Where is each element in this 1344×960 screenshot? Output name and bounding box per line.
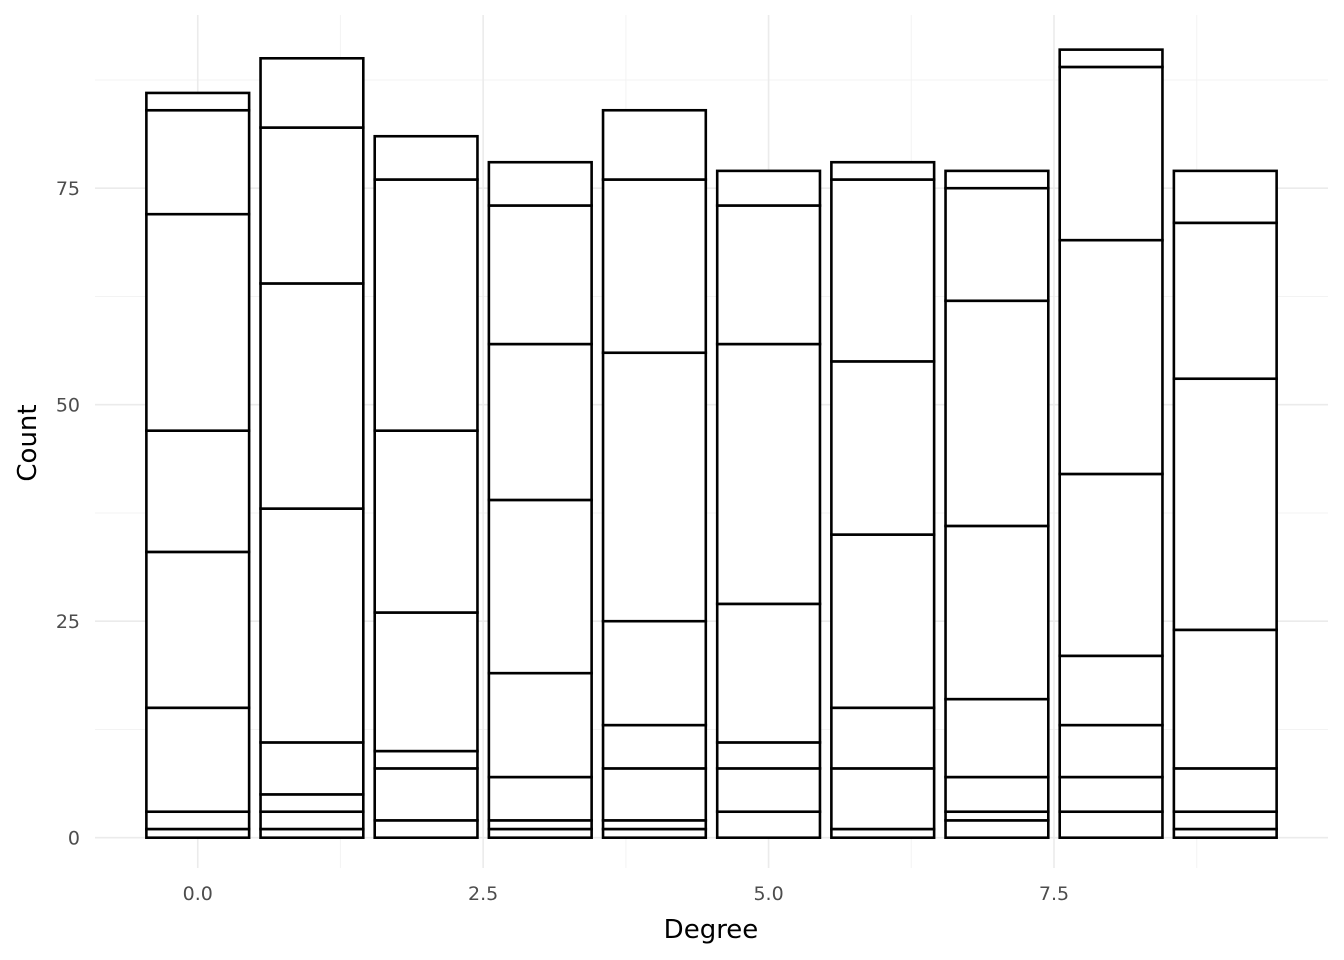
bar-segment <box>487 775 593 822</box>
bar-segment <box>715 342 822 606</box>
bar-stack <box>145 91 251 839</box>
bar-segment <box>1172 767 1278 814</box>
bar-segment <box>373 819 479 839</box>
bar-segment <box>373 767 479 822</box>
bar-segment <box>373 749 479 770</box>
bar-segment <box>145 706 251 814</box>
bar-segment <box>487 498 593 675</box>
bar-segment <box>830 360 936 536</box>
bar-stack <box>1058 48 1164 839</box>
bar-segment <box>1172 377 1278 632</box>
bar-segment <box>1058 48 1164 69</box>
bar-segment <box>830 767 936 831</box>
bar-segment <box>830 178 936 363</box>
y-tick-label: 50 <box>56 395 80 417</box>
bar-segment <box>145 212 251 432</box>
bar-stack <box>601 108 708 839</box>
bar-segment <box>487 671 593 779</box>
bar-segment <box>830 160 936 181</box>
bar-segment <box>259 741 365 796</box>
bar-segment <box>373 611 479 753</box>
bar-segment <box>259 126 365 285</box>
bar-segment <box>601 178 708 355</box>
bar-segment <box>1172 810 1278 831</box>
bar-segment <box>145 550 251 710</box>
bar-segment <box>944 819 1050 839</box>
bar-segment <box>1058 654 1164 727</box>
bar-segment <box>601 108 708 181</box>
bar-segment <box>715 204 822 346</box>
bar-segment <box>145 91 251 112</box>
bar-segment <box>830 533 936 710</box>
tick-labels: 0.0 2.5 5.0 7.5 0 25 50 75 <box>56 178 1069 905</box>
bar-segment <box>944 169 1050 190</box>
bar-segment <box>715 810 822 839</box>
y-tick-label: 25 <box>56 611 80 633</box>
bar-segment <box>1172 628 1278 770</box>
bar-segment <box>944 697 1050 779</box>
bar-segment <box>259 507 365 744</box>
bar-segment <box>601 351 708 623</box>
bar-segment <box>944 186 1050 303</box>
bar-segment <box>1058 472 1164 658</box>
bar-stack <box>259 56 365 839</box>
bars <box>145 48 1278 839</box>
x-axis-title: Degree <box>664 915 759 945</box>
bar-segment <box>259 56 365 129</box>
bar-segment <box>373 178 479 432</box>
x-tick-label: 7.5 <box>1039 883 1069 905</box>
bar-segment <box>715 169 822 207</box>
bar-stack <box>715 169 822 839</box>
bar-segment <box>145 429 251 554</box>
bar-stack <box>373 134 479 839</box>
bar-segment <box>601 619 708 727</box>
bar-segment <box>601 723 708 770</box>
bar-segment <box>1058 775 1164 814</box>
bar-segment <box>715 741 822 770</box>
bar-segment <box>601 767 708 822</box>
bar-segment <box>715 602 822 744</box>
bar-segment <box>1172 221 1278 381</box>
bar-segment <box>1058 723 1164 779</box>
bar-segment <box>715 767 822 814</box>
bar-segment <box>373 134 479 181</box>
x-tick-label: 0.0 <box>183 883 213 905</box>
bar-segment <box>259 793 365 814</box>
x-tick-label: 2.5 <box>468 883 498 905</box>
y-tick-label: 75 <box>56 178 80 200</box>
bar-segment <box>944 775 1050 814</box>
bar-stack <box>830 160 936 839</box>
bar-segment <box>1058 65 1164 242</box>
y-tick-label: 0 <box>68 828 80 850</box>
bar-segment <box>1058 810 1164 839</box>
bar-segment <box>487 160 593 207</box>
bar-segment <box>259 282 365 510</box>
bar-segment <box>830 706 936 770</box>
bar-segment <box>145 810 251 831</box>
bar-segment <box>145 108 251 216</box>
y-axis-title: Count <box>13 404 43 481</box>
bar-segment <box>1058 238 1164 476</box>
bar-segment <box>944 299 1050 528</box>
bar-stack <box>487 160 593 839</box>
bar-segment <box>259 810 365 831</box>
bar-segment <box>944 524 1050 701</box>
x-tick-label: 5.0 <box>753 883 783 905</box>
bar-segment <box>487 204 593 346</box>
bar-stack <box>944 169 1050 839</box>
bar-stack <box>1172 169 1278 839</box>
bar-segment <box>1172 169 1278 225</box>
bar-segment <box>487 342 593 502</box>
bar-segment <box>373 429 479 614</box>
